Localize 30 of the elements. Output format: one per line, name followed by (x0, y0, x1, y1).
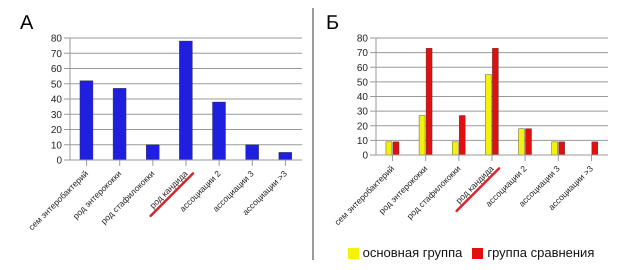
y-tick-label: 60 (356, 62, 368, 74)
bar (146, 144, 160, 160)
bar (245, 144, 259, 160)
legend-label: группа сравнения (487, 245, 594, 260)
y-tick-label: 40 (356, 92, 368, 104)
y-tick-label: 30 (50, 110, 62, 121)
bar (212, 102, 226, 160)
y-tick-label: 30 (356, 106, 368, 118)
y-tick-label: 80 (356, 34, 368, 45)
bar (179, 40, 193, 160)
y-tick-label: 80 (50, 34, 62, 45)
bar (112, 88, 126, 160)
y-tick-label: 60 (50, 64, 62, 76)
y-tick-label: 0 (362, 150, 368, 162)
y-tick-label: 10 (356, 136, 368, 147)
y-tick-label: 50 (356, 77, 368, 88)
y-tick-label: 20 (356, 121, 368, 132)
bar (80, 80, 94, 160)
chart-title: А (20, 12, 34, 35)
y-tick-label: 70 (356, 48, 368, 60)
bar (592, 142, 598, 155)
y-tick-label: 0 (56, 156, 62, 167)
y-tick-label: 40 (50, 94, 62, 106)
bar (278, 152, 292, 160)
legend-label: основная группа (362, 245, 462, 260)
y-tick-label: 50 (50, 79, 62, 90)
chart-title: Б (326, 12, 340, 35)
y-tick-label: 10 (50, 140, 62, 152)
y-tick-label: 70 (50, 48, 62, 60)
y-tick-label: 20 (50, 125, 62, 136)
